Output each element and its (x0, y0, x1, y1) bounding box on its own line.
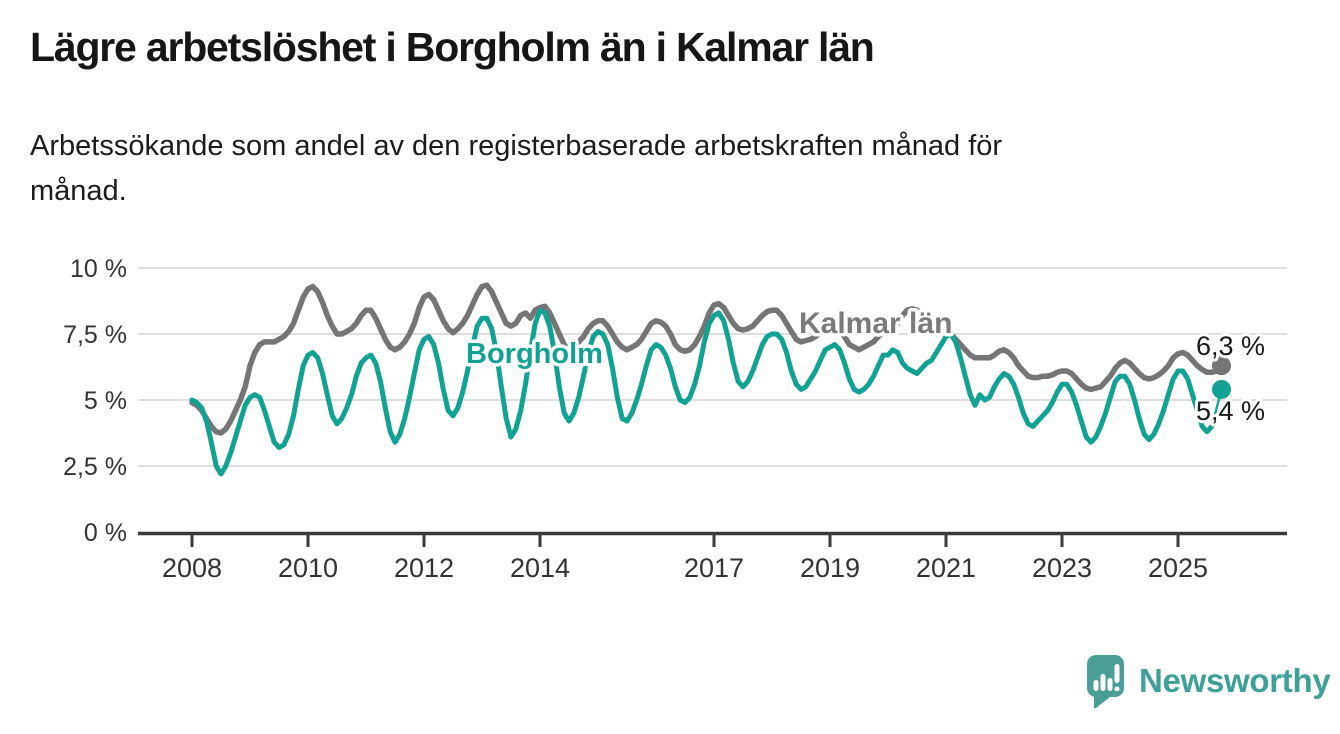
y-tick-label: 0 % (84, 519, 127, 547)
axis-group: 2008 2010 2012 2014 2017 2019 2021 2023 2025 (138, 531, 1287, 583)
end-dot-borgholm (1212, 379, 1231, 399)
x-tick-label: 2012 (394, 553, 454, 583)
logo-wordmark: Newsworthy (1139, 662, 1331, 699)
y-tick-label: 5 % (84, 387, 127, 415)
y-tick-label: 10 % (70, 255, 127, 283)
x-tick-label: 2017 (684, 553, 744, 583)
x-tick-label: 2025 (1148, 553, 1208, 583)
end-value-label-kalmar-lan: 6,3 % (1196, 331, 1265, 361)
subtitle-line-1: Arbetssökande som andel av den registerb… (30, 130, 1003, 162)
x-tick-label: 2008 (162, 553, 222, 583)
end-dot-kalmar-lan (1212, 356, 1231, 376)
series-line-borgholm (189, 307, 1215, 477)
x-tick-label: 2021 (916, 553, 976, 583)
end-value-label-borgholm: 5,4 % (1196, 396, 1265, 426)
newsworthy-logo: Newsworthy (1086, 652, 1331, 710)
chart-subtitle: Arbetssökande som andel av den registerb… (30, 124, 1002, 214)
x-tick-label: 2019 (800, 553, 860, 583)
y-tick-label: 7,5 % (63, 321, 127, 349)
series-label-borgholm: Borgholm (466, 338, 603, 370)
y-tick-label: 2,5 % (63, 453, 127, 481)
gridlines-group: 10 % 7,5 % 5 % 2,5 % 0 % (63, 255, 1287, 547)
subtitle-line-2: månad. (30, 175, 127, 207)
x-tick-label: 2010 (278, 553, 338, 583)
bar-chart-speech-bubble-icon (1087, 655, 1124, 709)
series-group (189, 282, 1231, 477)
page-title: Lägre arbetslöshet i Borgholm än i Kalma… (30, 24, 875, 70)
x-tick-label: 2023 (1032, 553, 1092, 583)
x-tick-label: 2014 (510, 553, 570, 583)
series-line-kalmar-lan (189, 282, 1225, 436)
series-label-kalmar-lan: Kalmar län (799, 307, 952, 340)
